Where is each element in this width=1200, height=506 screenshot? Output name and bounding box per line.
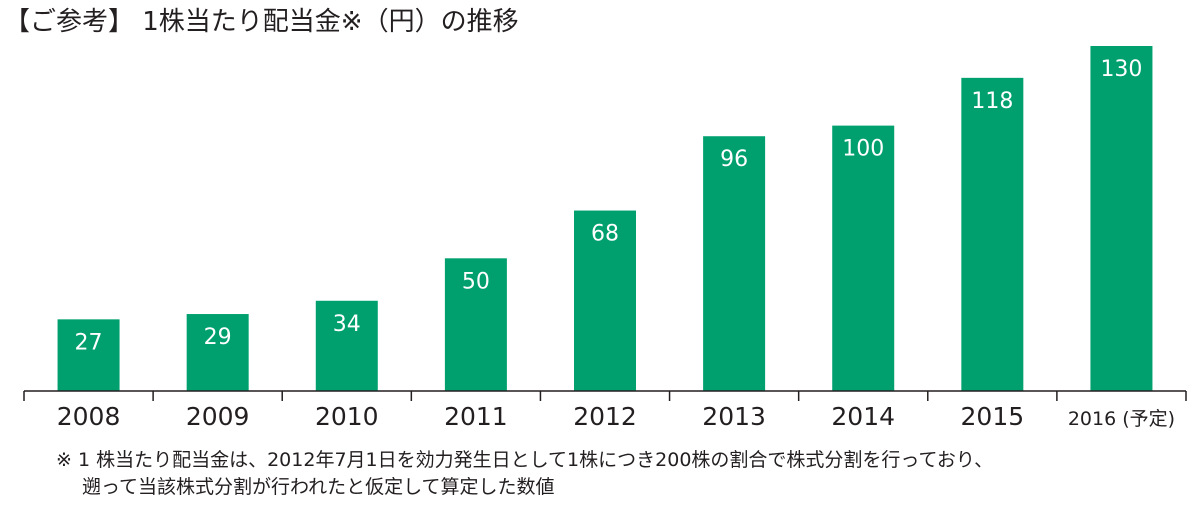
bar-value-label-1: 29 [204,325,232,350]
bar-4 [574,210,636,391]
x-tick-label-7: 2015 [961,402,1025,431]
chart-title: 【ご参考】 1株当たり配当金※（円）の推移 [4,7,519,37]
bar-value-label-0: 27 [75,330,103,355]
bar-value-label-5: 96 [720,147,748,172]
bar-0 [57,319,120,391]
bar-8 [1090,46,1153,391]
bar-value-label-7: 118 [971,89,1013,114]
x-tick-label-6: 2014 [831,402,895,431]
footnote-line-2: 遡って当該株式分割が行われたと仮定して算定した数値 [82,476,555,498]
bar-value-label-2: 34 [333,312,361,337]
x-tick-label-3: 2011 [444,402,508,431]
bar-value-label-3: 50 [462,269,490,294]
x-tick-label-5: 2013 [702,402,766,431]
footnote-line-1: ※ 1 株当たり配当金は、2012年7月1日を効力発生日として1株につき200株… [56,449,994,471]
bar-6 [832,125,895,391]
x-tick-label-0: 2008 [57,402,121,431]
x-axis [23,390,1187,401]
bar-group: 27 29 34 50 68 96 100 118 130 [57,46,1153,391]
x-tick-labels: 2008 2009 2010 2011 2012 2013 2014 2015 2016 (予定… [57,402,1175,431]
x-tick-label-1: 2009 [186,402,250,431]
bar-value-label-4: 68 [591,222,619,247]
bar-7 [961,77,1024,391]
bar-5 [703,136,766,391]
bar-1 [186,314,249,391]
footnote: ※ 1 株当たり配当金は、2012年7月1日を効力発生日として1株につき200株… [56,447,1196,501]
bar-value-label-8: 130 [1100,57,1142,82]
bar-value-label-6: 100 [842,137,884,162]
bar-2 [315,300,378,391]
x-tick-label-2: 2010 [315,402,379,431]
x-tick-label-4: 2012 [573,402,637,431]
bar-3 [444,258,507,391]
x-tick-label-8: 2016 (予定) [1068,408,1175,430]
